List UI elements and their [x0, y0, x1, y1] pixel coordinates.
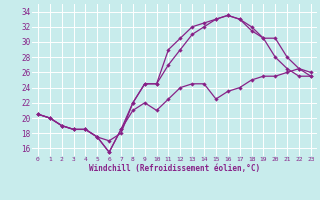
X-axis label: Windchill (Refroidissement éolien,°C): Windchill (Refroidissement éolien,°C): [89, 164, 260, 173]
